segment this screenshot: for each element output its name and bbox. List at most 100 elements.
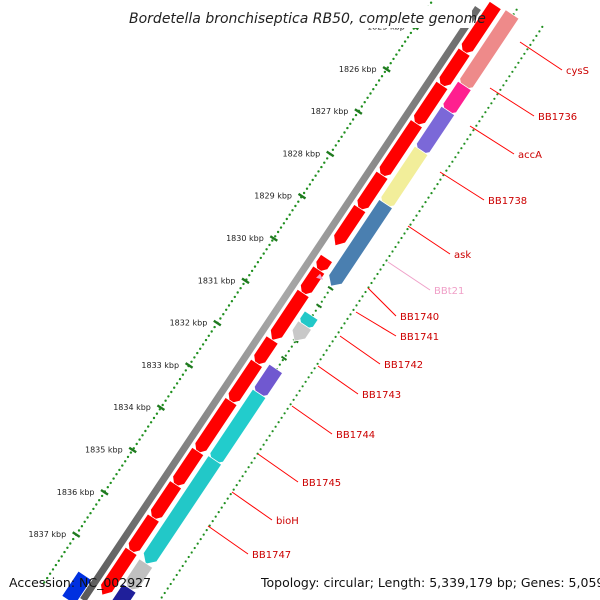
inner-guide-dot <box>515 8 518 11</box>
gene-label[interactable]: BB1747 <box>252 550 291 561</box>
cds-arrow <box>299 265 326 297</box>
ruler-dot <box>337 139 340 143</box>
inner-guide-tick <box>315 303 323 309</box>
ruler-dot <box>369 92 372 95</box>
inner-guide-dot <box>278 363 281 366</box>
gene-label[interactable]: BB1743 <box>362 390 401 401</box>
ruler-dot <box>429 1 433 4</box>
inner-guide-tick <box>280 355 288 361</box>
outer-guide-dot <box>325 349 328 352</box>
gene-label[interactable]: BB1742 <box>384 360 423 371</box>
ruler-dot <box>126 455 130 459</box>
ruler-dot <box>152 416 156 420</box>
ruler-dot <box>196 351 199 355</box>
outer-guide-dot <box>508 75 511 78</box>
ruler-tick-mark <box>297 192 307 200</box>
ruler-dot <box>121 464 124 467</box>
ruler-dot <box>406 36 410 39</box>
ruler-dot <box>297 200 300 203</box>
ruler-dot <box>95 503 98 506</box>
ruler-dot <box>383 70 387 74</box>
outer-guide-dot <box>190 551 193 554</box>
outer-guide-dot <box>412 219 415 222</box>
cds-arrow <box>378 118 424 179</box>
ruler-tick-mark <box>213 319 222 327</box>
outer-guide-dot <box>163 591 166 595</box>
outer-guide-dot <box>454 156 457 159</box>
ruler-dot <box>112 477 115 480</box>
outer-guide-dot <box>397 241 400 244</box>
outer-guide-dot <box>280 416 283 419</box>
outer-guide-dot <box>349 313 352 316</box>
inner-guide-dot <box>314 309 317 312</box>
callout-line <box>339 335 381 365</box>
outer-guide-dot <box>487 106 490 109</box>
ruler-dot <box>184 369 187 372</box>
ruler-dot <box>409 31 413 35</box>
cds-arrow <box>172 446 205 488</box>
ruler-dot <box>89 512 92 515</box>
callout-line <box>387 261 431 291</box>
inner-guide-dot <box>290 345 293 348</box>
ruler-dot <box>265 248 268 251</box>
gene-label[interactable]: BB1738 <box>488 196 527 207</box>
inner-guide-tick <box>327 285 334 291</box>
outer-guide-dot <box>322 353 325 356</box>
gene-label[interactable]: BB1736 <box>538 112 577 123</box>
ruler-tick-label: 1835 kbp <box>85 446 123 455</box>
outer-guide-dot <box>232 488 235 491</box>
cds-arrow <box>194 396 238 455</box>
gene-label[interactable]: BB1740 <box>400 312 439 323</box>
outer-guide-dot <box>514 66 517 69</box>
outer-guide-dot <box>196 542 199 545</box>
outer-guide-dot <box>301 385 304 388</box>
ruler-dot <box>115 473 118 476</box>
ruler-dot <box>222 313 225 316</box>
outer-guide-dot <box>187 555 190 559</box>
gene-label[interactable]: BB1744 <box>336 430 375 441</box>
ruler-dot <box>398 49 401 52</box>
ruler-dot <box>213 325 216 329</box>
outer-guide-dot <box>199 538 202 541</box>
ruler-dot <box>401 44 404 48</box>
gene-label[interactable]: bioH <box>276 516 299 527</box>
base-pair-ruler <box>43 1 433 584</box>
outer-guide-dot <box>172 578 175 581</box>
outer-guide-dot <box>415 214 418 217</box>
ruler-dot <box>86 516 89 519</box>
ruler-dot <box>253 265 257 268</box>
ruler-dot <box>233 295 236 299</box>
gene-label[interactable]: ask <box>454 250 471 261</box>
outer-guide-dot <box>238 479 241 482</box>
outer-guide-dot <box>346 317 349 320</box>
outer-guide-dot <box>472 129 475 132</box>
outer-guide-dot <box>388 254 391 258</box>
gene-label[interactable]: BB1745 <box>302 478 341 489</box>
ruler-dot <box>92 507 95 511</box>
cds-arrow <box>127 513 160 555</box>
callout-line <box>257 453 299 483</box>
ruler-dot <box>236 291 239 294</box>
gene-block <box>291 320 313 342</box>
ruler-dot <box>181 373 185 376</box>
outer-guide-dot <box>409 223 412 226</box>
outer-guide-dot <box>175 573 178 577</box>
ruler-dot <box>48 572 52 575</box>
gene-label[interactable]: BB1741 <box>400 332 439 343</box>
ruler-tick-mark <box>72 531 81 538</box>
outer-guide-dot <box>334 335 337 338</box>
inner-guide-dot <box>320 300 323 303</box>
outer-guide-dot <box>298 389 301 392</box>
ruler-dot <box>109 481 112 485</box>
gene-label[interactable]: cysS <box>566 66 589 77</box>
ruler-dot <box>372 88 375 91</box>
ruler-dot <box>268 243 271 247</box>
ruler-tick-label: 1830 kbp <box>226 234 264 243</box>
outer-guide-dot <box>202 533 205 536</box>
gene-label[interactable]: BBt21 <box>434 286 464 297</box>
outer-guide-dot <box>244 470 247 473</box>
gene-label[interactable]: accA <box>518 150 542 161</box>
ruler-dot <box>54 563 58 567</box>
ruler-dot <box>106 486 110 489</box>
